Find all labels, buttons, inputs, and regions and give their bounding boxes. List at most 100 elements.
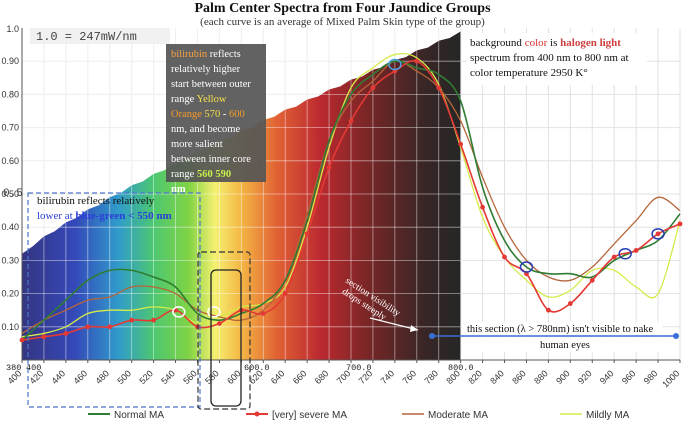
nir-range-start-dot bbox=[429, 333, 435, 339]
x-tick-label: 660 bbox=[291, 368, 309, 386]
severe-point bbox=[151, 317, 157, 323]
severe-point bbox=[567, 301, 573, 306]
x-tick-label: 900 bbox=[554, 368, 572, 386]
y-tick-label: 0.20 bbox=[1, 289, 19, 299]
series-line-normal-ma bbox=[21, 60, 681, 341]
highlight-markers bbox=[172, 58, 665, 318]
x-tick-label: 640 bbox=[269, 368, 287, 386]
scale-label-box bbox=[30, 28, 170, 44]
chart-subtitle: (each curve is an average of Mixed Palm … bbox=[200, 16, 485, 28]
x-tick-label: 580 bbox=[203, 368, 221, 386]
y-tick-label: 0.50 bbox=[1, 189, 19, 199]
x-tick-label: 780 bbox=[422, 368, 440, 386]
section-visibility-arrowhead bbox=[410, 325, 418, 332]
highlight-ellipse bbox=[651, 228, 665, 240]
chart-title: Palm Center Spectra from Four Jaundice G… bbox=[194, 1, 491, 16]
x-800-overlay-label: 800.0 bbox=[448, 363, 474, 373]
severe-point bbox=[63, 331, 69, 336]
highlight-ellipse bbox=[618, 248, 632, 260]
legend-label-normal: Normal MA bbox=[114, 410, 164, 421]
x-tick-label: 960 bbox=[620, 368, 638, 386]
severe-point bbox=[480, 204, 485, 210]
severe-point bbox=[370, 85, 376, 91]
core-range-box-inner bbox=[210, 269, 242, 407]
nir-range-end-dot bbox=[673, 333, 679, 339]
severe-point bbox=[436, 85, 442, 91]
highlight-ellipse bbox=[388, 58, 402, 71]
bilirubin-note-box bbox=[166, 44, 266, 182]
blue-green-note: bilirubin reflects relatively lower at b… bbox=[37, 195, 172, 222]
scale-label: 1.0 = 247mW/nm bbox=[36, 30, 137, 44]
x-tick-label: 940 bbox=[598, 368, 616, 386]
legend-label-severe: [very] severe MA bbox=[272, 410, 347, 421]
core-range-box-outer bbox=[197, 251, 251, 410]
y-tick-label: 0.60 bbox=[1, 156, 19, 166]
severe-point bbox=[655, 231, 661, 237]
severe-point bbox=[107, 324, 113, 330]
y-tick-label: 0.40 bbox=[1, 222, 19, 232]
x-tick-label: 560 bbox=[181, 368, 199, 386]
blue-green-box bbox=[27, 192, 201, 408]
nir-note: this section (λ > 780nm) isn't visible t… bbox=[467, 324, 656, 351]
x-tick-label: 880 bbox=[532, 368, 550, 386]
severe-point bbox=[129, 317, 135, 323]
y-tick-label: 0.80 bbox=[1, 89, 19, 99]
x-tick-label: 480 bbox=[93, 368, 111, 386]
highlight-ellipse bbox=[519, 261, 534, 273]
severe-point bbox=[260, 311, 266, 316]
legend-label-moderate: Moderate MA bbox=[428, 410, 488, 421]
severe-point bbox=[348, 118, 354, 124]
x-tick-label: 740 bbox=[379, 368, 397, 386]
series-layer bbox=[19, 52, 683, 343]
section-visibility-arrow bbox=[369, 317, 419, 331]
x-600-overlay-label: 600.0 bbox=[244, 363, 270, 373]
highlight-ellipse bbox=[172, 306, 186, 318]
legend: Normal MA [very] severe MA Moderate MA M… bbox=[88, 410, 630, 421]
x-tick-label: 500 bbox=[115, 368, 133, 386]
highlight-ellipse bbox=[207, 306, 221, 318]
x-tick-label: 520 bbox=[137, 368, 155, 386]
x-tick-label: 980 bbox=[642, 368, 660, 386]
series-line-mildly-ma bbox=[21, 52, 681, 338]
severe-point bbox=[85, 324, 91, 330]
severe-point bbox=[546, 307, 551, 313]
x-tick-label: 760 bbox=[401, 368, 419, 386]
legend-label-mildly: Mildly MA bbox=[586, 410, 630, 421]
y-tick-label: 0.30 bbox=[1, 255, 19, 265]
background-note-box bbox=[467, 33, 647, 85]
bilirubin-note: bilirubin reflects relatively higher sta… bbox=[171, 49, 254, 180]
y-half-label: 0.5 bbox=[3, 188, 23, 200]
severe-point bbox=[282, 291, 288, 296]
x-tick-label: 440 bbox=[50, 368, 68, 386]
x-tick-label: 460 bbox=[72, 368, 90, 386]
severe-point bbox=[611, 254, 617, 260]
x-tick-label: 540 bbox=[159, 368, 177, 386]
severe-point bbox=[326, 165, 332, 170]
severe-point bbox=[589, 277, 595, 283]
series-line-moderate-ma bbox=[21, 60, 681, 334]
severe-point bbox=[677, 221, 683, 227]
x-400-overlay-label: 400 bbox=[26, 363, 41, 373]
bilirubin-note-nm: nm bbox=[171, 184, 186, 195]
y-tick-label: 0.10 bbox=[1, 322, 19, 332]
x-tick-label: 840 bbox=[488, 368, 506, 386]
severe-point bbox=[41, 334, 47, 340]
severe-point bbox=[304, 231, 310, 237]
severe-point bbox=[633, 248, 639, 253]
x-tick-label: 680 bbox=[313, 368, 331, 386]
y-top-label: 1.0 bbox=[6, 24, 19, 34]
x-700-overlay-label: 700.0 bbox=[346, 363, 372, 373]
x-tick-label: 920 bbox=[576, 368, 594, 386]
x-380-label: 380 bbox=[6, 363, 21, 373]
nir-note-box bbox=[462, 322, 662, 352]
severe-point bbox=[458, 141, 464, 147]
y-tick-label: 0.70 bbox=[1, 123, 19, 133]
y-tick-label: 0.90 bbox=[1, 56, 19, 66]
x-tick-label: 1000 bbox=[660, 368, 681, 389]
legend-marker-severe bbox=[254, 411, 260, 417]
severe-point bbox=[217, 321, 222, 326]
severe-point bbox=[414, 58, 420, 64]
x-tick-label: 860 bbox=[510, 368, 528, 386]
severe-point bbox=[502, 254, 507, 260]
